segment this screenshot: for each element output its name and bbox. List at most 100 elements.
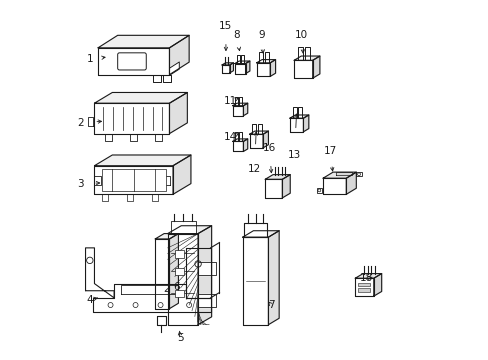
Polygon shape	[121, 285, 178, 294]
Polygon shape	[167, 226, 211, 234]
Polygon shape	[242, 237, 268, 325]
Text: 9: 9	[258, 30, 264, 40]
Polygon shape	[282, 175, 290, 198]
Polygon shape	[167, 234, 198, 325]
Bar	[175, 268, 183, 275]
Polygon shape	[169, 62, 179, 75]
Text: 14: 14	[223, 132, 236, 142]
Polygon shape	[229, 63, 233, 73]
Polygon shape	[94, 176, 101, 185]
Polygon shape	[130, 134, 137, 141]
Polygon shape	[256, 60, 275, 63]
Polygon shape	[303, 115, 308, 132]
Polygon shape	[294, 56, 319, 60]
Polygon shape	[264, 179, 282, 198]
Polygon shape	[249, 131, 268, 134]
Polygon shape	[93, 284, 210, 312]
Polygon shape	[256, 63, 270, 76]
Text: 4: 4	[87, 295, 93, 305]
Polygon shape	[232, 139, 247, 141]
Text: 6: 6	[173, 282, 180, 292]
Polygon shape	[94, 103, 169, 134]
Polygon shape	[239, 132, 242, 141]
Polygon shape	[312, 56, 319, 78]
Bar	[175, 250, 183, 257]
Text: 12: 12	[247, 164, 261, 174]
Text: 18: 18	[359, 273, 372, 283]
Polygon shape	[153, 75, 161, 82]
Polygon shape	[237, 55, 240, 64]
Polygon shape	[239, 97, 242, 106]
Polygon shape	[163, 176, 170, 185]
Polygon shape	[94, 93, 187, 103]
Text: 7: 7	[267, 300, 274, 310]
Polygon shape	[198, 226, 211, 325]
Polygon shape	[243, 103, 247, 116]
Polygon shape	[185, 248, 210, 298]
Polygon shape	[252, 123, 256, 134]
Polygon shape	[323, 178, 346, 194]
Polygon shape	[234, 97, 238, 106]
Polygon shape	[305, 47, 310, 60]
Polygon shape	[155, 134, 162, 141]
Text: 11: 11	[223, 96, 236, 107]
Polygon shape	[222, 65, 229, 73]
Polygon shape	[242, 231, 279, 237]
Polygon shape	[294, 60, 312, 78]
Polygon shape	[264, 52, 268, 63]
Text: 5: 5	[177, 333, 183, 343]
Polygon shape	[98, 35, 189, 48]
Polygon shape	[173, 155, 190, 194]
Polygon shape	[270, 60, 275, 76]
Polygon shape	[163, 75, 171, 82]
Bar	[102, 169, 165, 191]
Polygon shape	[373, 274, 381, 296]
Polygon shape	[268, 231, 279, 325]
Bar	[357, 288, 369, 292]
Polygon shape	[232, 106, 243, 116]
Polygon shape	[346, 172, 356, 194]
Polygon shape	[232, 103, 247, 106]
Polygon shape	[198, 294, 216, 307]
Polygon shape	[245, 61, 249, 73]
Text: 17: 17	[323, 147, 336, 157]
Polygon shape	[335, 172, 351, 175]
Bar	[356, 172, 361, 176]
Polygon shape	[259, 52, 263, 63]
Polygon shape	[155, 234, 178, 239]
Polygon shape	[94, 155, 190, 166]
Polygon shape	[222, 63, 233, 65]
Polygon shape	[234, 64, 245, 73]
Bar	[316, 188, 322, 193]
Text: 13: 13	[287, 150, 301, 160]
Polygon shape	[169, 93, 187, 134]
Polygon shape	[102, 194, 108, 201]
Polygon shape	[297, 108, 301, 118]
Polygon shape	[264, 175, 290, 179]
Polygon shape	[323, 172, 356, 178]
Polygon shape	[94, 166, 173, 194]
Polygon shape	[169, 234, 178, 309]
Polygon shape	[85, 248, 114, 298]
Bar	[175, 290, 183, 297]
Polygon shape	[241, 55, 244, 64]
Polygon shape	[151, 194, 158, 201]
Polygon shape	[198, 262, 216, 275]
Polygon shape	[243, 139, 247, 152]
Polygon shape	[157, 316, 165, 325]
Polygon shape	[292, 108, 296, 118]
Polygon shape	[105, 134, 112, 141]
Bar	[357, 283, 369, 286]
Polygon shape	[289, 118, 303, 132]
Polygon shape	[98, 48, 169, 75]
Polygon shape	[155, 239, 169, 309]
Text: 15: 15	[219, 21, 232, 31]
Polygon shape	[257, 123, 261, 134]
Text: 2: 2	[78, 118, 84, 128]
Polygon shape	[249, 134, 263, 148]
Polygon shape	[234, 132, 238, 141]
Polygon shape	[232, 141, 243, 152]
Polygon shape	[169, 35, 189, 75]
Polygon shape	[234, 61, 249, 64]
Text: 10: 10	[294, 30, 307, 40]
